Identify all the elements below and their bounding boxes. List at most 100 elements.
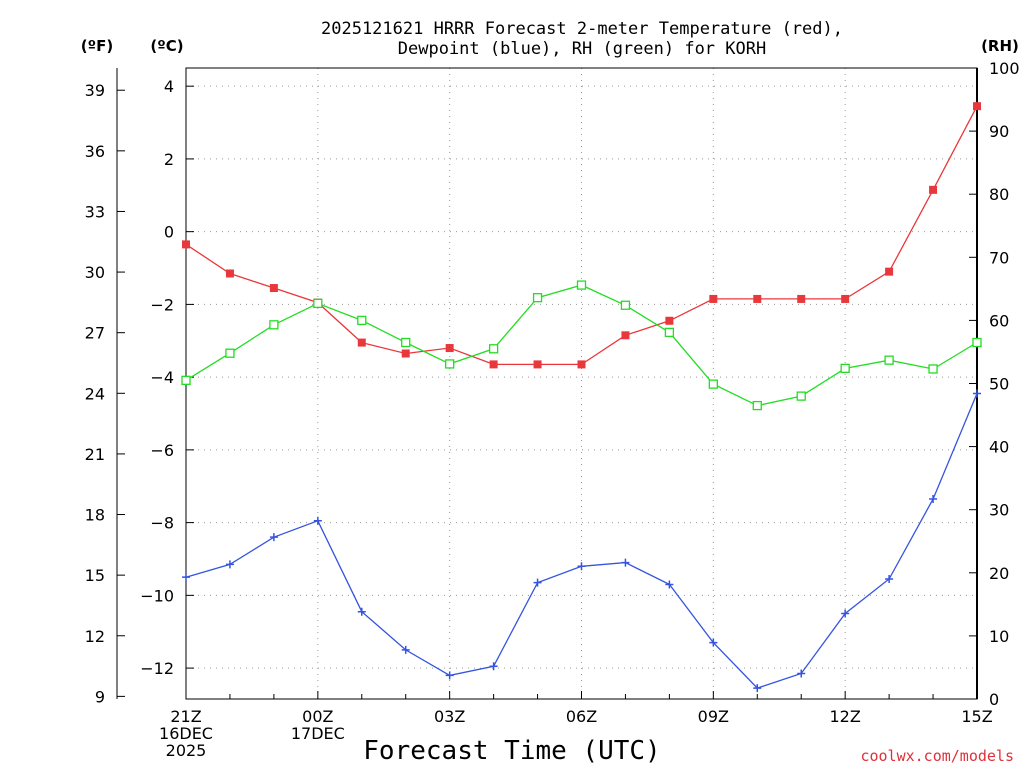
- rh-tick-label: 70: [989, 248, 1009, 267]
- chart-title-line-2: Dewpoint (blue), RH (green) for KORH: [398, 39, 766, 59]
- temperature-point: [182, 240, 190, 249]
- x-tick-label: 2025: [166, 741, 207, 760]
- celsius-tick-label: 0: [164, 223, 174, 242]
- dewpoint-point: [709, 638, 718, 647]
- dewpoint-point: [797, 669, 806, 678]
- dewpoint-point: [621, 558, 630, 567]
- temperature-point: [797, 294, 806, 303]
- rh-point: [708, 379, 718, 389]
- rh-tick-label: 90: [989, 122, 1009, 141]
- fahrenheit-tick-label: 36: [85, 142, 105, 161]
- dewpoint-point: [665, 580, 674, 589]
- x-tick-label: 15Z: [961, 707, 992, 726]
- rh-tick-label: 10: [989, 627, 1009, 646]
- fahrenheit-tick-label: 9: [95, 687, 105, 706]
- rh-tick-label: 20: [989, 564, 1009, 583]
- rh-tick-label: 100: [989, 59, 1020, 78]
- dewpoint-point: [885, 574, 894, 583]
- dewpoint-point: [533, 578, 542, 587]
- credit-text: coolwx.com/models: [860, 747, 1014, 765]
- celsius-tick-label: −8: [150, 514, 174, 533]
- temperature-point: [621, 331, 630, 340]
- rh-point: [840, 363, 850, 374]
- rh-point: [225, 348, 235, 358]
- rh-point: [269, 320, 279, 330]
- temperature-point: [489, 360, 498, 369]
- x-tick-label: 03Z: [434, 707, 465, 726]
- rh-point: [620, 300, 631, 310]
- rh-point: [181, 375, 191, 385]
- rh-point: [972, 337, 982, 348]
- fahrenheit-tick-label: 27: [85, 324, 105, 343]
- temperature-point: [445, 344, 454, 353]
- x-axis-title: Forecast Time (UTC): [363, 736, 660, 766]
- x-tick-label: 16DEC: [159, 724, 213, 743]
- rh-point: [884, 355, 894, 365]
- fahrenheit-tick-label: 21: [85, 445, 105, 464]
- celsius-tick-label: 4: [164, 77, 174, 96]
- rh-tick-label: 30: [989, 501, 1009, 520]
- celsius-tick-label: 2: [164, 150, 174, 169]
- temperature-point: [753, 294, 762, 303]
- dewpoint-point: [973, 389, 981, 398]
- rh-point: [313, 298, 323, 309]
- x-tick-label: 17DEC: [291, 724, 345, 743]
- rh-point: [401, 337, 411, 348]
- celsius-tick-label: −4: [150, 368, 174, 387]
- temperature-point: [973, 102, 981, 111]
- rh-tick-label: 80: [989, 185, 1009, 204]
- fahrenheit-axis: 39 36 33 30 27 24 21 18 15 12 9: [85, 81, 125, 706]
- rh-point: [796, 391, 806, 401]
- celsius-axis: 4 2 0 −2 −4 −6 −8 −10 −12: [140, 77, 194, 678]
- chart-title-line-1: 2025121621 HRRR Forecast 2-meter Tempera…: [321, 19, 843, 39]
- fahrenheit-unit-label: (ºF): [81, 37, 113, 55]
- rh-point: [576, 280, 587, 290]
- rh-tick-label: 50: [989, 375, 1009, 394]
- temperature-point: [929, 185, 938, 194]
- dewpoint-point: [489, 662, 498, 671]
- rh-point: [357, 315, 367, 326]
- fahrenheit-tick-label: 30: [85, 263, 105, 282]
- rh-tick-label: 60: [989, 311, 1009, 330]
- celsius-unit-label: (ºC): [150, 37, 183, 55]
- fahrenheit-tick-label: 24: [85, 384, 105, 403]
- x-tick-label: 00Z: [302, 707, 333, 726]
- celsius-tick-label: −6: [150, 441, 174, 460]
- rh-tick-label: 0: [989, 690, 999, 709]
- dewpoint-point: [929, 494, 938, 503]
- rh-unit-label: (RH): [981, 37, 1019, 55]
- dewpoint-point: [841, 609, 850, 618]
- dewpoint-point: [445, 671, 454, 680]
- dewpoint-point: [313, 516, 322, 525]
- temperature-point: [269, 284, 278, 293]
- x-tick-label: 06Z: [566, 707, 597, 726]
- rh-point: [532, 293, 543, 303]
- dewpoint-point: [182, 573, 190, 582]
- x-tick-label: 12Z: [830, 707, 861, 726]
- temperature-point: [577, 360, 586, 369]
- fahrenheit-tick-label: 33: [85, 202, 105, 221]
- rh-point: [488, 344, 499, 354]
- rh-point: [445, 359, 455, 369]
- celsius-tick-label: −2: [150, 295, 174, 314]
- fahrenheit-tick-label: 15: [85, 566, 105, 585]
- temperature-point: [665, 316, 674, 325]
- fahrenheit-tick-label: 12: [85, 627, 105, 646]
- dewpoint-point: [357, 607, 366, 616]
- dewpoint-point: [401, 645, 410, 654]
- dewpoint-point: [225, 560, 234, 569]
- x-tick-label: 09Z: [698, 707, 729, 726]
- temperature-point: [225, 269, 234, 278]
- rh-point: [664, 327, 675, 338]
- celsius-tick-label: −12: [140, 659, 174, 678]
- temperature-point: [401, 349, 410, 358]
- temperature-point: [709, 294, 718, 303]
- rh-point: [928, 364, 938, 374]
- celsius-tick-label: −10: [140, 586, 174, 605]
- temperature-point: [357, 338, 366, 347]
- dewpoint-point: [577, 562, 586, 571]
- temperature-point: [533, 360, 542, 369]
- rh-point: [752, 400, 762, 411]
